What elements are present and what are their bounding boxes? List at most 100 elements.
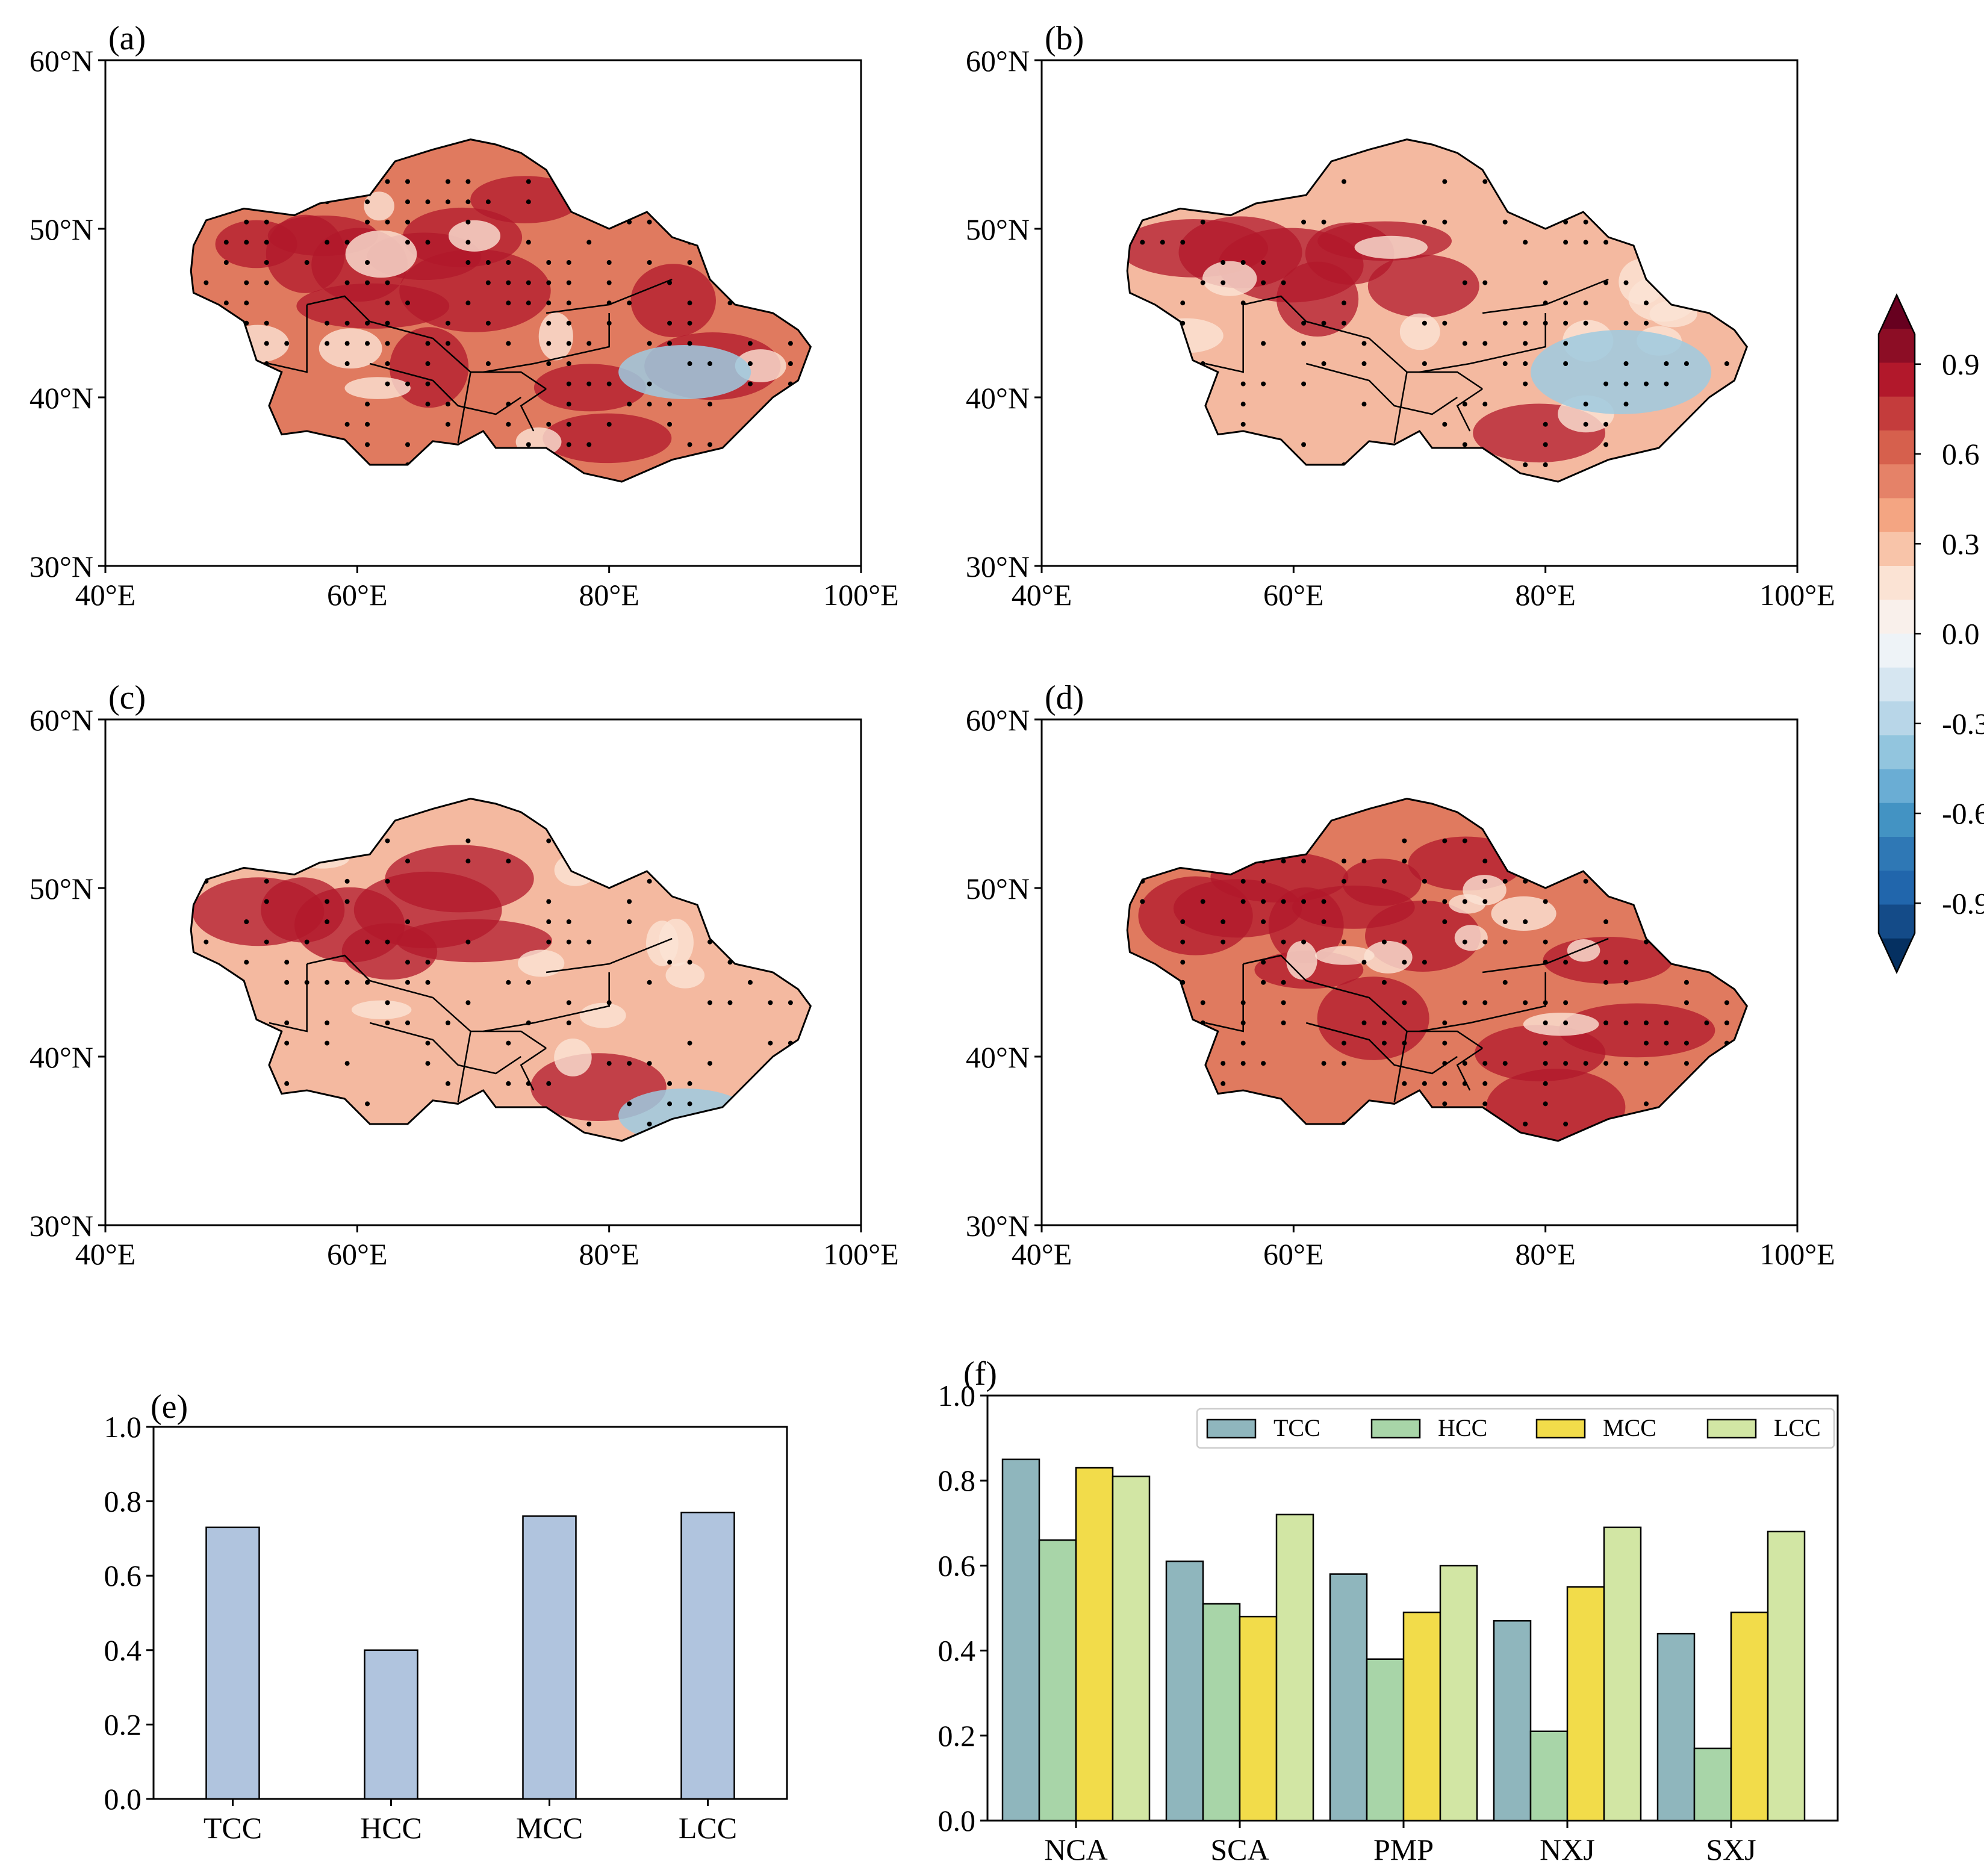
significance-dot bbox=[284, 1020, 290, 1025]
colorbar-level bbox=[1879, 735, 1915, 770]
significance-dot bbox=[526, 179, 531, 184]
significance-dot bbox=[385, 300, 390, 306]
significance-dot bbox=[707, 442, 712, 447]
panel-label: (a) bbox=[108, 20, 146, 57]
significance-dot bbox=[1422, 899, 1427, 904]
significance-dot bbox=[1502, 320, 1508, 326]
significance-dot bbox=[1482, 280, 1488, 285]
low-corr-patch bbox=[658, 918, 694, 967]
colorbar-tick-label: -0.6 bbox=[1942, 797, 1984, 830]
significance-dot bbox=[687, 361, 692, 366]
significance-dot bbox=[1543, 1061, 1548, 1066]
significance-dot bbox=[1563, 341, 1569, 346]
significance-dot bbox=[1261, 260, 1266, 265]
high-corr-patch bbox=[630, 264, 716, 338]
significance-dot bbox=[1221, 260, 1226, 265]
x-tick-label: HCC bbox=[360, 1811, 422, 1845]
negative-corr-patch bbox=[1531, 330, 1712, 414]
significance-dot bbox=[1240, 381, 1246, 387]
map-panels: (a) 30°N 40°N 50°N 60°N 40°E 60°E 80°E 100°E (b) 3… bbox=[30, 20, 1835, 1271]
colorbar-level bbox=[1879, 904, 1915, 939]
significance-dot bbox=[264, 240, 269, 245]
significance-dot bbox=[1281, 939, 1286, 945]
country-border bbox=[546, 278, 673, 314]
significance-dot bbox=[506, 1081, 511, 1086]
low-corr-patch bbox=[1454, 925, 1488, 951]
significance-dot bbox=[1321, 919, 1326, 924]
legend-swatch-lcc bbox=[1706, 1418, 1757, 1439]
significance-dot bbox=[465, 939, 471, 945]
significance-dot bbox=[1543, 1040, 1548, 1046]
colorbar-level bbox=[1879, 701, 1915, 736]
significance-dot bbox=[1342, 179, 1346, 184]
y-tick-label: 0.2 bbox=[938, 1719, 976, 1753]
significance-dot bbox=[1422, 960, 1427, 965]
country-border bbox=[520, 1047, 547, 1091]
colorbar-level bbox=[1879, 362, 1915, 397]
significance-dot bbox=[385, 838, 390, 843]
significance-dot bbox=[1482, 1081, 1488, 1086]
significance-dot bbox=[1603, 980, 1609, 985]
significance-dot bbox=[1623, 960, 1629, 965]
significance-dot bbox=[1281, 1000, 1286, 1005]
significance-dot bbox=[506, 280, 511, 285]
significance-dot bbox=[465, 300, 471, 306]
country-border bbox=[369, 362, 521, 415]
bar-tcc-nxj bbox=[1493, 1620, 1532, 1822]
significance-dot bbox=[1603, 1020, 1609, 1025]
significance-dot bbox=[1281, 980, 1286, 985]
significance-dot bbox=[1442, 421, 1448, 427]
y-tick-label: 0.2 bbox=[104, 1707, 142, 1741]
significance-dot bbox=[1462, 1061, 1467, 1066]
significance-dot bbox=[325, 919, 330, 924]
significance-dot bbox=[204, 280, 209, 285]
bar-hcc-pmp bbox=[1366, 1658, 1405, 1822]
significance-dot bbox=[1240, 260, 1246, 265]
significance-dot bbox=[1422, 320, 1427, 326]
significance-dot bbox=[1684, 1040, 1689, 1046]
bar-lcc-sca bbox=[1275, 1514, 1314, 1822]
lat-tick-label: 50°N bbox=[966, 872, 1030, 905]
significance-dot bbox=[1442, 1081, 1448, 1086]
lon-tick-label: 40°E bbox=[75, 578, 136, 612]
significance-dot bbox=[1623, 1061, 1629, 1066]
significance-dot bbox=[747, 980, 753, 985]
x-tick-label: PMP bbox=[1373, 1833, 1434, 1866]
significance-dot bbox=[788, 361, 793, 366]
high-corr-patch bbox=[296, 283, 450, 329]
significance-dot bbox=[1180, 960, 1186, 965]
significance-dot bbox=[465, 240, 471, 245]
significance-dot bbox=[485, 361, 491, 366]
significance-dot bbox=[1523, 361, 1528, 366]
bar-lcc-pmp bbox=[1439, 1565, 1478, 1822]
significance-dot bbox=[1462, 402, 1467, 407]
significance-dot bbox=[365, 199, 370, 205]
significance-dot bbox=[566, 442, 571, 447]
significance-dot bbox=[1442, 1101, 1448, 1107]
lon-tick-label: 40°E bbox=[1012, 578, 1072, 612]
significance-dot bbox=[667, 421, 673, 427]
significance-dot bbox=[365, 320, 370, 326]
significance-dot bbox=[1261, 381, 1266, 387]
significance-dot bbox=[284, 341, 290, 346]
significance-dot bbox=[385, 219, 390, 225]
significance-dot bbox=[1583, 240, 1588, 245]
significance-dot bbox=[1240, 402, 1246, 407]
significance-dot bbox=[1402, 1000, 1407, 1005]
significance-dot bbox=[1342, 1040, 1346, 1046]
significance-dot bbox=[445, 179, 450, 184]
significance-dot bbox=[1543, 1020, 1548, 1025]
significance-dot bbox=[425, 240, 431, 245]
significance-dot bbox=[1623, 381, 1629, 387]
significance-dot bbox=[1543, 1081, 1548, 1086]
significance-dot bbox=[647, 1122, 652, 1126]
significance-dot bbox=[727, 1000, 733, 1005]
significance-dot bbox=[1462, 939, 1467, 945]
significance-dot bbox=[344, 878, 350, 884]
colorbar-level bbox=[1879, 396, 1915, 431]
country-border bbox=[520, 388, 547, 432]
significance-dot bbox=[546, 919, 552, 924]
significance-dot bbox=[1482, 1101, 1488, 1107]
significance-dot bbox=[1583, 402, 1588, 407]
